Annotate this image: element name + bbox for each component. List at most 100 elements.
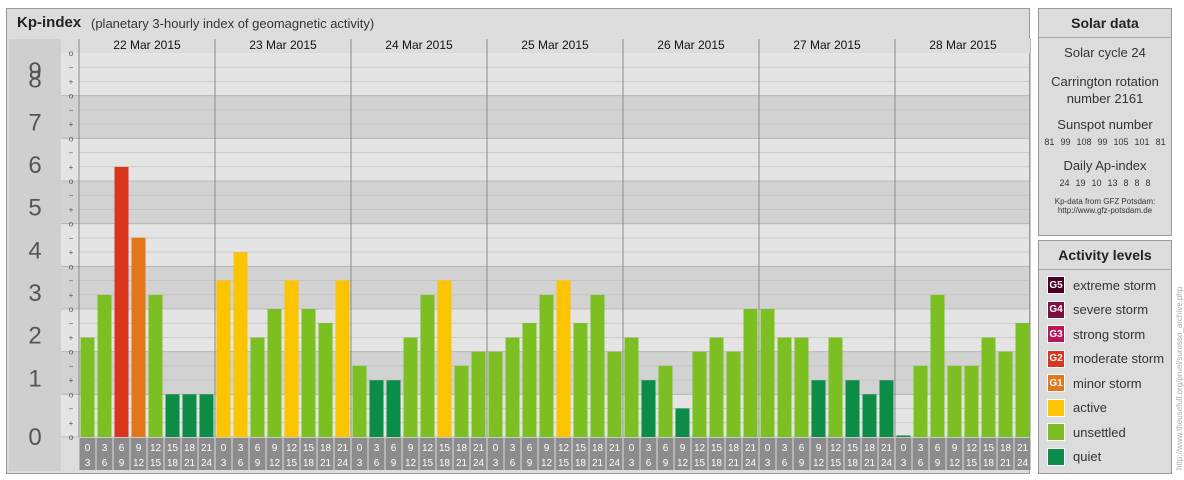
slot-box: [300, 438, 317, 470]
kp-chart-panel: 0 1 2 3 4 5 6 7 8 9 o + o + − o + − o + − o + − o + − o + − o + − o + − o −22…: [6, 8, 1031, 474]
sunspot-values: 81 99 108 99 105 101 81: [1039, 137, 1171, 147]
slot-start-label: 9: [816, 443, 822, 454]
slot-end-label: 18: [439, 458, 451, 469]
slot-end-label: 21: [864, 458, 876, 469]
sub-tick: o: [69, 177, 74, 186]
kp-bar: [845, 380, 860, 437]
sunspot-value-0: 81: [1044, 137, 1055, 147]
slot-end-label: 6: [238, 458, 244, 469]
band-4: [61, 223, 1029, 267]
slot-start-label: 18: [1000, 443, 1012, 454]
slot-end-label: 12: [405, 458, 417, 469]
slot-box: [487, 438, 504, 470]
kp-bar: [709, 337, 724, 437]
kp-bar: [726, 351, 741, 437]
slot-start-label: 15: [847, 443, 859, 454]
band-5: [61, 181, 1029, 224]
slot-box: [997, 438, 1014, 470]
slot-end-label: 24: [337, 458, 349, 469]
slot-box: [691, 438, 708, 470]
y-tick-label: 7: [28, 109, 41, 136]
kp-bar: [590, 294, 605, 437]
slot-end-label: 6: [374, 458, 380, 469]
slot-start-label: 18: [456, 443, 468, 454]
slot-end-label: 24: [745, 458, 757, 469]
slot-start-label: 6: [527, 443, 533, 454]
slot-start-label: 0: [221, 443, 227, 454]
slot-box: [793, 438, 810, 470]
kp-bar: [675, 408, 690, 437]
slot-start-label: 6: [663, 443, 669, 454]
level-item-7: quiet: [1047, 447, 1101, 467]
slot-start-label: 3: [238, 443, 244, 454]
slot-end-label: 15: [966, 458, 978, 469]
slot-start-label: 12: [830, 443, 842, 454]
slot-start-label: 3: [646, 443, 652, 454]
slot-box: [113, 438, 130, 470]
level-swatch: G5: [1047, 276, 1065, 294]
slot-end-label: 18: [167, 458, 179, 469]
slot-box: [538, 438, 555, 470]
slot-end-label: 9: [119, 458, 125, 469]
sunspot-value-2: 108: [1076, 137, 1092, 147]
slot-end-label: 9: [255, 458, 261, 469]
level-item-6: unsettled: [1047, 422, 1126, 442]
ap-value-1: 19: [1075, 178, 1086, 188]
activity-levels-panel: Activity levels G5 extreme storm G4 severe …: [1038, 240, 1172, 474]
sub-tick: +: [69, 205, 74, 214]
level-swatch: [1047, 398, 1065, 417]
kp-bar: [369, 380, 384, 437]
slot-start-label: 21: [337, 443, 349, 454]
slot-end-label: 9: [799, 458, 805, 469]
carrington-label: Carrington rotation: [1051, 74, 1159, 89]
slot-box: [402, 438, 419, 470]
level-label: extreme storm: [1073, 277, 1157, 293]
y-axis-column: [9, 39, 61, 471]
slot-box: [317, 438, 334, 470]
level-swatch: [1047, 423, 1065, 441]
slot-box: [334, 438, 351, 470]
slot-start-label: 0: [901, 443, 907, 454]
slot-end-label: 3: [901, 458, 907, 469]
sub-tick: −: [69, 362, 74, 371]
slot-end-label: 18: [983, 458, 995, 469]
slot-box: [164, 438, 181, 470]
kp-bar: [80, 337, 95, 437]
kp-bar: [624, 337, 639, 437]
slot-box: [351, 438, 368, 470]
slot-start-label: 21: [745, 443, 757, 454]
kp-bar: [998, 351, 1013, 437]
kp-bar: [607, 351, 622, 437]
sub-tick: +: [69, 376, 74, 385]
level-item-1: G4 severe storm: [1047, 300, 1148, 320]
slot-box: [436, 438, 453, 470]
kp-bar: [386, 380, 401, 437]
day-header-bg: [351, 39, 487, 53]
slot-end-label: 3: [357, 458, 363, 469]
slot-box: [963, 438, 980, 470]
sub-tick: +: [69, 248, 74, 257]
slot-box: [657, 438, 674, 470]
ap-value-4: 8: [1123, 178, 1129, 188]
slot-end-label: 12: [677, 458, 689, 469]
band-8: [61, 53, 1029, 96]
slot-box: [249, 438, 266, 470]
kp-bar: [165, 394, 180, 437]
sunspot-label: Sunspot number: [1057, 117, 1153, 132]
level-label: severe storm: [1073, 302, 1149, 317]
sub-tick: +: [69, 419, 74, 428]
sub-tick: o: [69, 92, 74, 101]
sub-tick: +: [69, 163, 74, 172]
kp-bar: [335, 280, 350, 437]
kp-bar: [828, 337, 843, 437]
y-tick-label: 9: [28, 58, 41, 85]
y-tick-label: 0: [28, 424, 41, 451]
slot-start-label: 15: [983, 443, 995, 454]
sub-tick: −: [69, 106, 74, 115]
kp-bar: [760, 309, 775, 437]
ap-value-5: 8: [1134, 178, 1140, 188]
slot-start-label: 3: [374, 443, 380, 454]
slot-start-label: 9: [272, 443, 278, 454]
sub-tick: o: [69, 348, 74, 357]
sub-tick: −: [69, 405, 74, 414]
